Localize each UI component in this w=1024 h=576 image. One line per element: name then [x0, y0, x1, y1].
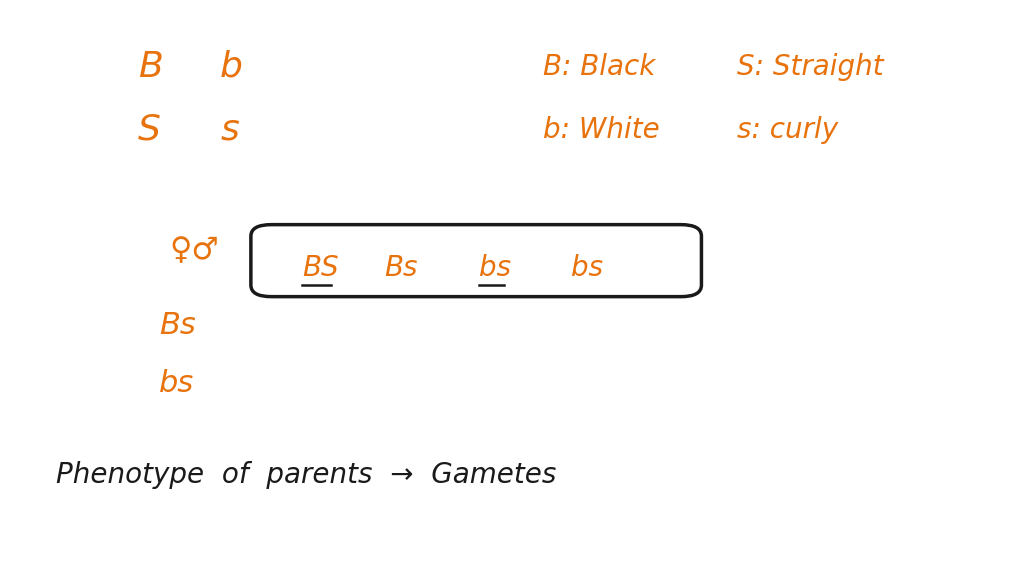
Text: BS: BS: [302, 254, 339, 282]
Text: S: S: [138, 113, 161, 147]
Text: s: s: [220, 113, 239, 147]
Text: s: curly: s: curly: [737, 116, 839, 144]
Text: Bs: Bs: [384, 254, 418, 282]
Text: S: Straight: S: Straight: [737, 52, 884, 81]
Text: bs: bs: [479, 254, 511, 282]
Text: Phenotype  of  parents  →  Gametes: Phenotype of parents → Gametes: [56, 461, 557, 489]
Text: b: White: b: White: [543, 116, 659, 144]
Text: ♀♂: ♀♂: [169, 236, 219, 265]
Text: B: B: [138, 50, 163, 84]
Text: B: Black: B: Black: [543, 52, 655, 81]
Text: bs: bs: [159, 369, 194, 397]
Text: b: b: [220, 50, 243, 84]
Text: Bs: Bs: [159, 311, 196, 340]
Text: bs: bs: [571, 254, 603, 282]
